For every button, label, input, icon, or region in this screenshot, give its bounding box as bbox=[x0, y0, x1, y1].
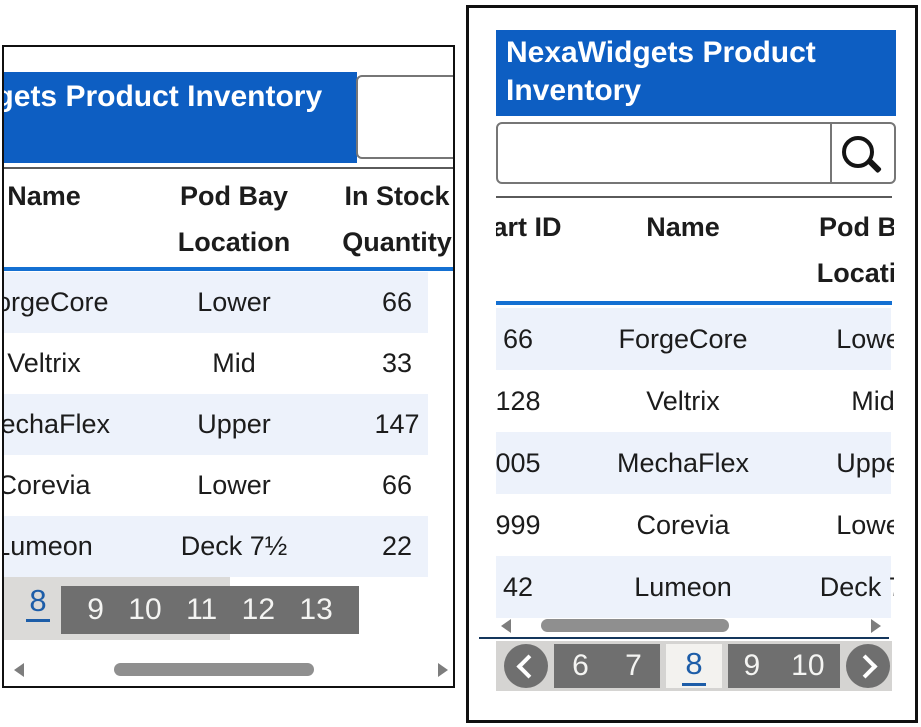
table-row[interactable]: Corevia Lower 66 bbox=[4, 455, 453, 516]
cell-location: Lower bbox=[197, 470, 271, 500]
scroll-right-arrow-icon[interactable] bbox=[871, 619, 881, 633]
pagination-page-button[interactable]: 9 bbox=[743, 649, 761, 682]
cell-location: Deck 7½ bbox=[180, 531, 288, 561]
table-top-border bbox=[496, 196, 892, 198]
cell-quantity: 66 bbox=[381, 470, 413, 500]
pagination-pages: 6 7 bbox=[554, 644, 660, 688]
page-title: NexaWidgets Product Inventory bbox=[496, 30, 896, 116]
app-window: NexaWidgets Product Inventory Part ID Na… bbox=[466, 5, 918, 723]
chevron-right-icon bbox=[853, 653, 878, 679]
pagination-page-button[interactable]: 10 bbox=[791, 649, 825, 682]
cell-location: Mid bbox=[212, 348, 256, 378]
row-highlight bbox=[496, 308, 891, 370]
cell-part-id: 999 bbox=[496, 510, 541, 540]
table-row[interactable]: 005 MechaFlex Upper bbox=[496, 432, 894, 494]
pagination-page-button[interactable]: 7 bbox=[625, 649, 642, 682]
search-button[interactable] bbox=[834, 124, 894, 182]
cell-quantity: 147 bbox=[374, 409, 420, 439]
row-highlight bbox=[496, 432, 891, 494]
cell-part-id: 66 bbox=[502, 324, 534, 354]
pagination-pages: 9 10 11 12 13 bbox=[61, 586, 359, 634]
pagination-page-button[interactable]: 9 bbox=[87, 593, 104, 626]
pagination-page-button[interactable]: 12 bbox=[241, 593, 276, 626]
app-window-scrolled: NexaWidgets Product Inventory Name Pod B… bbox=[2, 45, 455, 688]
column-header-location: Pod Bay Location bbox=[177, 181, 291, 257]
pagination-bar: 6 7 8 9 10 bbox=[496, 641, 892, 691]
cell-location: Upper bbox=[197, 409, 271, 439]
horizontal-scrollbar-thumb[interactable] bbox=[541, 619, 729, 632]
pagination-page-button[interactable]: 13 bbox=[299, 593, 333, 626]
pagination-current-page[interactable]: 8 bbox=[666, 644, 722, 688]
table-row[interactable]: Lumeon Deck 7½ 22 bbox=[4, 516, 453, 577]
cell-part-id: 42 bbox=[502, 572, 534, 602]
cell-name: MechaFlex bbox=[616, 448, 750, 478]
row-highlight bbox=[4, 272, 428, 333]
search-box bbox=[496, 122, 896, 184]
search-divider bbox=[830, 124, 832, 182]
scroll-right-arrow-icon[interactable] bbox=[438, 663, 448, 677]
table-row[interactable]: 42 Lumeon Deck 7½ bbox=[496, 556, 894, 618]
cell-name: Lumeon bbox=[4, 531, 93, 561]
search-input[interactable] bbox=[356, 75, 453, 159]
scroll-left-arrow-icon[interactable] bbox=[501, 619, 511, 633]
cell-location: Lower bbox=[836, 510, 894, 540]
grid-bottom-border bbox=[479, 637, 889, 639]
cell-part-id: 005 bbox=[496, 448, 541, 478]
cell-quantity: 33 bbox=[381, 348, 413, 378]
page-title: NexaWidgets Product Inventory bbox=[4, 72, 357, 163]
scroll-left-arrow-icon[interactable] bbox=[14, 663, 24, 677]
cell-location: Lower bbox=[197, 287, 271, 317]
pagination-page-button[interactable]: 6 bbox=[572, 649, 589, 682]
cell-name: Corevia bbox=[4, 470, 91, 500]
table-row[interactable]: 66 ForgeCore Lower bbox=[496, 308, 894, 370]
table-row[interactable]: 128 Veltrix Mid bbox=[496, 370, 894, 432]
cell-name: ForgeCore bbox=[4, 287, 109, 317]
cell-name: Veltrix bbox=[7, 348, 81, 378]
pagination-page-button[interactable]: 11 bbox=[186, 593, 218, 626]
column-header-name: Name bbox=[7, 181, 81, 211]
cell-quantity: 66 bbox=[381, 287, 413, 317]
previous-page-button[interactable] bbox=[504, 644, 548, 688]
header-divider bbox=[496, 301, 892, 305]
cell-name: Corevia bbox=[636, 510, 730, 540]
pagination-pages: 9 10 bbox=[728, 644, 840, 688]
pagination-current-page[interactable]: 8 bbox=[18, 583, 58, 622]
search-input[interactable] bbox=[498, 124, 828, 182]
column-header-name: Name bbox=[646, 212, 720, 242]
table-row[interactable]: ForgeCore Lower 66 bbox=[4, 272, 453, 333]
column-header-part-id: Part ID bbox=[496, 212, 562, 242]
table-row[interactable]: MechaFlex Upper 147 bbox=[4, 394, 453, 455]
cell-name: MechaFlex bbox=[4, 409, 111, 439]
column-header-location: Pod Bay Location bbox=[816, 212, 894, 288]
table-row[interactable]: 999 Corevia Lower bbox=[496, 494, 894, 556]
cell-location: Lower bbox=[836, 324, 894, 354]
next-page-button[interactable] bbox=[846, 644, 890, 688]
cell-part-id: 128 bbox=[496, 386, 541, 416]
pagination-page-button[interactable]: 10 bbox=[128, 593, 162, 626]
cell-location: Upper bbox=[836, 448, 894, 478]
table-body: 66 ForgeCore Lower 128 Veltrix Mid 005 M… bbox=[496, 308, 894, 618]
table-top-border bbox=[4, 167, 453, 169]
header-divider bbox=[4, 267, 453, 271]
table-row[interactable]: Veltrix Mid 33 bbox=[4, 333, 453, 394]
cell-quantity: 22 bbox=[381, 531, 413, 561]
row-highlight bbox=[496, 556, 891, 618]
table-header-row: Name Pod Bay Location In Stock Quantity bbox=[4, 173, 453, 267]
cell-location: Mid bbox=[851, 386, 894, 416]
cell-name: Lumeon bbox=[634, 572, 732, 602]
cell-location: Deck 7½ bbox=[819, 572, 894, 602]
table-header-row: Part ID Name Pod Bay Location bbox=[496, 204, 894, 301]
chevron-left-icon bbox=[516, 653, 541, 679]
row-highlight bbox=[4, 516, 428, 577]
horizontal-scrollbar-thumb[interactable] bbox=[114, 663, 314, 676]
search-icon bbox=[842, 136, 874, 168]
table-body: ForgeCore Lower 66 Veltrix Mid 33 MechaF… bbox=[4, 272, 453, 577]
column-header-quantity: In Stock Quantity bbox=[342, 181, 452, 257]
row-highlight bbox=[4, 394, 428, 455]
cell-name: Veltrix bbox=[646, 386, 720, 416]
cell-name: ForgeCore bbox=[618, 324, 748, 354]
